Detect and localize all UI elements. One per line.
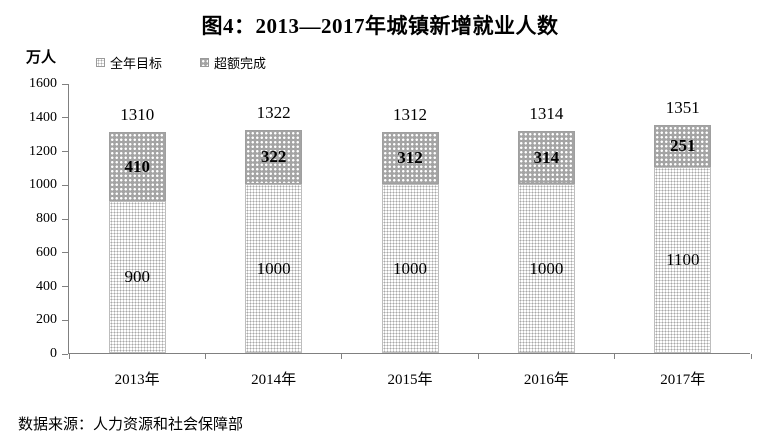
legend-swatch-dark-icon [200,58,210,67]
segment-value-overage: 410 [124,156,150,176]
segment-value-target: 1000 [256,258,291,278]
y-axis-tick-label: 1000 [29,177,57,193]
segment-value-target: 1000 [393,258,427,278]
y-axis-tick [62,184,68,186]
y-axis-tick [62,218,68,220]
y-axis-tick [62,151,68,152]
bar-2015年: 312 1000 [381,131,439,353]
bar-2017年: 251 1100 [654,125,712,353]
segment-value-overage: 251 [670,136,696,156]
y-axis-tick [62,286,68,287]
x-axis-tick [750,354,752,359]
segment-value-target: 900 [124,267,150,287]
x-axis-tick [341,354,343,359]
bar-total-label: 1351 [665,98,700,118]
x-axis-tick [204,354,206,359]
x-axis-tick [614,354,616,359]
y-axis-tick-label: 200 [36,312,57,328]
data-source-note: 数据来源：人力资源和社会保障部 [18,416,244,433]
bar-segment-target: 1100 [654,167,712,353]
bar-segment-target: 1000 [517,184,575,353]
y-axis-tick [62,117,68,119]
y-axis-tick-label: 0 [50,346,57,361]
bar-segment-overage: 314 [517,131,575,185]
bar-segment-target: 900 [108,201,166,353]
chart-title: 图4：2013—2017年城镇新增就业人数 [201,14,559,38]
segment-value-target: 1100 [666,250,700,270]
bar-total-label: 1314 [529,104,564,124]
y-axis-tick-label: 400 [36,278,57,294]
segment-value-overage: 322 [260,147,287,167]
y-axis-tick [62,252,68,254]
legend-swatch-light-icon [96,58,105,67]
segment-value-overage: 314 [533,147,560,167]
y-axis-tick [62,83,68,85]
y-axis-tick [62,353,68,355]
bar-2014年: 322 1000 [245,129,303,353]
y-axis-tick-label: 600 [36,244,57,260]
segment-value-overage: 312 [397,147,423,167]
y-axis-tick-label: 800 [36,211,57,226]
x-axis-category-label: 2014年 [251,372,297,388]
bar-total-label: 1312 [393,104,427,124]
y-axis-tick-label: 1200 [29,143,57,159]
legend-item-overage: 超额完成 [200,53,266,72]
bar-segment-overage: 251 [654,125,712,168]
x-axis-category-label: 2013年 [114,372,160,388]
y-axis-tick-label: 1600 [29,76,57,91]
bar-segment-overage: 410 [108,131,166,202]
bar-segment-overage: 322 [245,129,303,185]
bar-segment-target: 1000 [381,184,439,353]
legend-label-target: 全年目标 [110,56,163,71]
x-axis-category-label: 2017年 [660,372,706,388]
legend-label-overage: 超额完成 [214,56,267,71]
bar-total-label: 1310 [120,104,155,124]
y-axis-unit-label: 万人 [26,49,57,66]
bar-total-label: 1322 [256,102,291,122]
bar-segment-overage: 312 [381,131,439,185]
x-axis-category-label: 2015年 [387,372,433,388]
legend-item-target: 全年目标 [96,53,162,72]
plot-area: 0 200 400 600 800 1000 1200 1400 1600 410 900 1310 2… [29,76,752,388]
bar-2013年: 410 900 [108,131,166,353]
x-axis-tick [477,354,479,359]
segment-value-target: 1000 [529,258,564,278]
bar-segment-target: 1000 [245,184,303,353]
y-axis-tick-label: 1400 [29,109,57,125]
x-axis-category-label: 2016年 [523,372,569,388]
x-axis-tick [68,354,70,359]
legend: 全年目标 超额完成 [96,53,266,72]
bar-2016年: 314 1000 [517,131,575,353]
y-axis-tick [62,319,68,321]
